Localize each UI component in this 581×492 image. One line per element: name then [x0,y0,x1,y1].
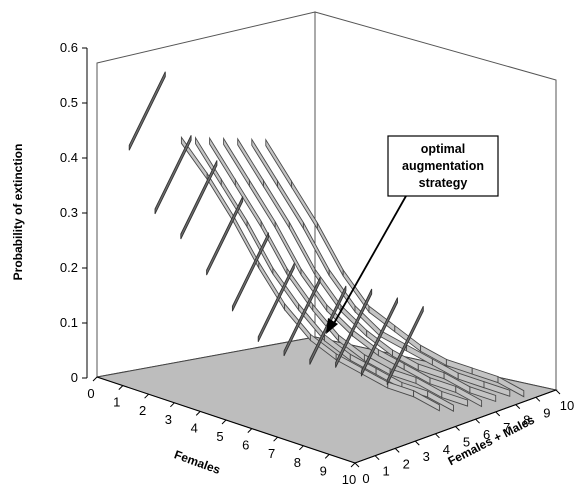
ribbon-segment [427,390,454,412]
z-tick-label: 0.2 [60,260,78,275]
ribbon-segment [455,385,483,408]
y-tick-mark [555,389,561,395]
x-tick-mark [299,445,304,451]
z-tick-label: 0.5 [60,95,78,110]
annotation-arrowhead [326,318,338,334]
y-tick-mark [495,411,501,417]
x-tick-mark [118,385,124,390]
y-tick-label: 0 [362,471,369,486]
highlight-slat [257,263,295,342]
x-tick-mark [92,376,98,382]
y-tick-label: 2 [403,456,410,471]
y-tick-label: 9 [543,405,550,420]
z-tick-label: 0.1 [60,315,78,330]
surface-ribbon [209,136,469,407]
x-tick-mark [195,411,201,416]
x-tick-label: 4 [191,420,198,435]
highlight-slat [386,306,424,385]
x-tick-mark [247,428,253,433]
y-tick-mark [414,440,420,446]
x-tick-label: 9 [320,463,327,478]
highlight-slat [283,277,321,357]
ribbon-segment [441,390,469,407]
annotation-group: optimal augmentation strategy [326,135,499,334]
y-tick-mark [354,462,360,468]
x-tick-label: 10 [342,472,356,487]
ribbon-segment [469,386,497,403]
z-axis-title: Probability of extinction [11,144,25,281]
highlight-slat [154,135,192,215]
x-tick-mark [324,454,330,459]
surface-ribbon [265,138,525,398]
x-axis: 0 1 2 3 4 5 6 7 8 9 10 [87,376,356,487]
z-tick-label: 0.3 [60,205,78,220]
z-tick-label: 0.6 [60,40,78,55]
ribbon-segment [483,381,511,397]
x-tick-mark [273,436,278,442]
x-tick-label: 6 [242,438,249,453]
x-tick-mark [144,393,149,399]
ribbon-segment [497,375,525,398]
highlight-slat [335,288,373,368]
y-tick-label: 3 [423,449,430,464]
highlight-slat [206,196,244,276]
annotation-box [387,135,499,197]
x-tick-label: 1 [113,395,120,410]
x-tick-label: 2 [139,403,146,418]
z-tick-label: 0.4 [60,150,78,165]
annotation-line-2: augmentation [402,159,484,173]
y-axis: 0 1 2 3 4 5 6 7 8 9 10 [354,389,574,486]
z-axis: 0 0.1 0.2 0.3 0.4 0.5 0.6 [60,40,88,385]
x-tick-label: 5 [216,429,223,444]
y-tick-label: 4 [443,442,450,457]
x-tick-label: 3 [165,412,172,427]
x-tick-label: 8 [294,455,301,470]
y-tick-label: 1 [382,464,389,479]
surface-ribbon [251,137,511,397]
x-tick-label: 7 [268,446,275,461]
ribbon-segment [413,389,440,412]
surface-ribbon [195,136,454,412]
highlight-slat [231,232,269,312]
y-tick-mark [535,396,541,402]
annotation-arrow [332,195,407,326]
highlight-slat [180,160,218,240]
y-tick-label: 5 [463,435,470,450]
y-tick-mark [435,433,440,439]
y-tick-label: 7 [503,420,510,435]
x-tick-label: 0 [87,386,94,401]
x-tick-mark [221,419,227,425]
y-tick-label: 10 [560,398,574,413]
y-tick-mark [475,418,480,424]
y-tick-label: 8 [523,413,530,428]
y-tick-mark [394,448,400,453]
x-tick-mark [170,402,175,408]
z-tick-label: 0 [71,370,78,385]
highlight-slat [128,71,166,151]
y-tick-label: 6 [483,427,490,442]
y-tick-mark [455,426,460,431]
surface-ribbon [237,137,497,403]
annotation-line-1: optimal [421,142,465,156]
y-tick-mark [515,404,521,409]
annotation-line-3: strategy [419,176,468,190]
x-axis-title: Females [172,447,222,477]
highlight-slat [360,297,398,377]
x-tick-mark [350,462,356,468]
y-tick-mark [374,455,380,461]
